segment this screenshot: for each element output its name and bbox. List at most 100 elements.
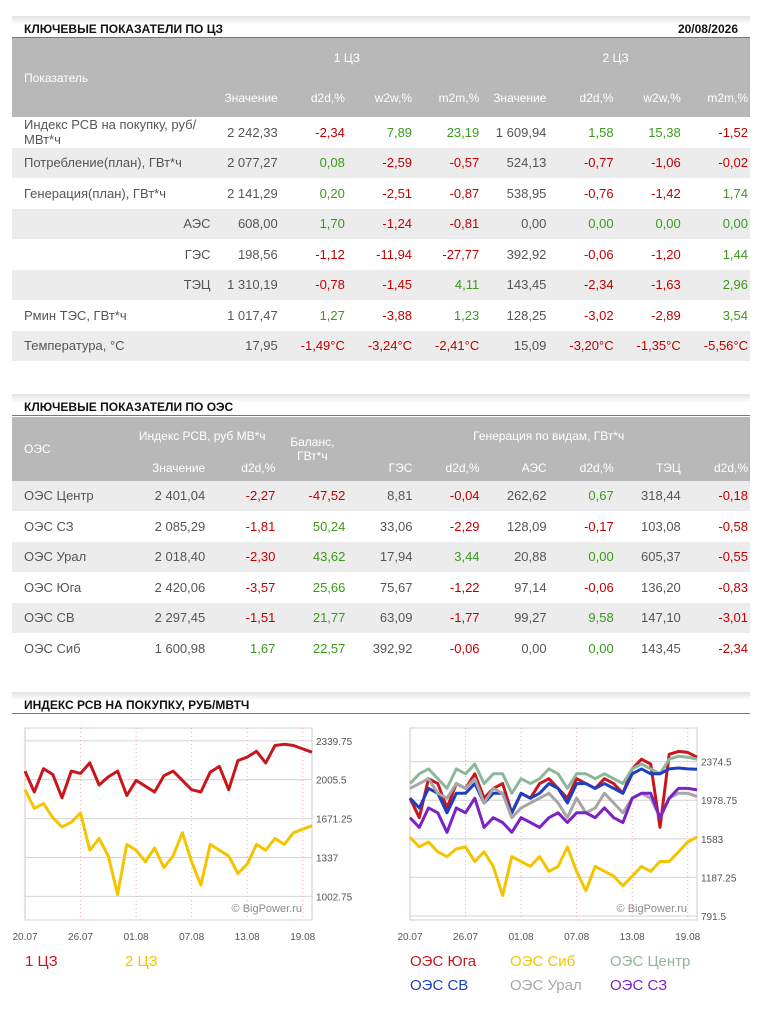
cell-value: 2 242,33 [212, 117, 280, 148]
table-row: ОЭС Урал 2 018,40 -2,30 43,62 17,94 3,44 20,88… [12, 541, 750, 573]
column-header: АЭС [481, 455, 549, 481]
legend-entry: ОЭС Юга [410, 953, 477, 970]
cell-value: -1,24 [346, 208, 415, 240]
column-header: d2d,% [207, 455, 278, 481]
cell-value: 1,70 [279, 208, 347, 240]
legend-entry: 1 ЦЗ [25, 953, 58, 970]
column-header: Значение [212, 78, 280, 117]
cell-value: 33,06 [347, 511, 415, 542]
cell-value: -2,30 [207, 541, 278, 573]
legend-entry: ОЭС СВ [410, 977, 468, 994]
cell-value: 7,89 [346, 117, 415, 148]
row-label: ОЭС Юга [12, 572, 128, 603]
x-tick-label: 13.08 [620, 932, 645, 943]
table-row: ОЭС СЗ 2 085,29 -1,81 50,24 33,06 -2,29 128,09… [12, 511, 750, 542]
series-line [408, 766, 698, 815]
cell-value: -3,24°C [346, 330, 415, 362]
cell-value: -2,34 [279, 117, 347, 148]
cell-value: -5,56°C [682, 330, 750, 362]
cell-value: 0,67 [548, 481, 616, 512]
cell-value: -0,18 [682, 481, 750, 512]
thead: ОЭС Индекс РСВ, руб МВ*ч Баланс, ГВт*ч Гене… [12, 417, 750, 481]
x-tick-label: 19.08 [290, 932, 315, 943]
title-text: ИНДЕКС РСВ НА ПОКУПКУ, РУБ/МВТЧ [24, 698, 250, 712]
header-row: Значение d2d,% ГЭС d2d,% АЭС d2d,% ТЭЦ d2d,% [12, 455, 750, 481]
cell-value: 43,62 [277, 541, 348, 573]
legend-entry: 2 ЦЗ [125, 953, 158, 970]
cell-value: 392,92 [481, 239, 549, 270]
table-row: Рмин ТЭС, ГВт*ч 1 017,47 1,27 -3,88 1,23 128,… [12, 300, 750, 331]
cell-value: -47,52 [277, 481, 348, 512]
cell-value: -0,17 [548, 511, 616, 542]
section-title: КЛЮЧЕВЫЕ ПОКАЗАТЕЛИ ПО ЦЗ 20/08/2026 [12, 16, 750, 38]
cell-value: 20,88 [481, 541, 549, 573]
cell-value: 143,45 [481, 269, 549, 301]
column-header: d2d,% [682, 455, 750, 481]
cell-value: 1,44 [682, 239, 750, 270]
cell-value: 538,95 [481, 178, 549, 209]
table-row: ОЭС Центр 2 401,04 -2,27 -47,52 8,81 -0,04 262… [12, 481, 750, 512]
table-row: ОЭС Сиб 1 600,98 1,67 22,57 392,92 -0,06 0,00 0… [12, 633, 750, 664]
series-line [408, 754, 698, 795]
column-header: d2d,% [548, 455, 616, 481]
cell-value: 198,56 [212, 239, 280, 270]
cell-value: 0,20 [279, 178, 347, 209]
cell-value: 3,44 [414, 541, 482, 573]
column-header: w2w,% [615, 78, 683, 117]
cell-value: -0,06 [414, 633, 482, 664]
x-tick-label: 26.07 [68, 932, 93, 943]
row-label: ОЭС Сиб [12, 633, 128, 664]
cell-value: -0,76 [548, 178, 616, 209]
x-tick-label: 13.08 [235, 932, 260, 943]
series-line [409, 777, 698, 820]
table-row: Индекс РСВ на покупку, руб/МВт*ч 2 242,33… [12, 117, 750, 148]
cell-value: -2,51 [346, 178, 415, 209]
x-tick-label: 01.08 [509, 932, 534, 943]
charts: 2339.75 2005.5 1671.25 1337 1002.75 20.07 26.0… [12, 727, 738, 994]
cell-value: 23,19 [414, 117, 482, 148]
cell-value: 15,38 [615, 117, 683, 148]
y-tick-label: 1337 [316, 854, 339, 865]
series-line [408, 835, 698, 898]
cell-value: -1,42 [615, 178, 683, 209]
cell-value: 4,11 [414, 269, 482, 301]
cell-value: -0,55 [682, 541, 750, 573]
cell-value: -0,81 [414, 208, 482, 240]
cell-value: -0,78 [279, 269, 347, 301]
thead: Показатель 1 ЦЗ 2 ЦЗ Значение d2d,% w2w,% m2m,… [12, 38, 750, 117]
cell-value: 128,25 [481, 300, 549, 331]
cell-value: -0,83 [682, 572, 750, 603]
cell-value: 262,62 [481, 481, 549, 512]
header-row: Значение d2d,% w2w,% m2m,% Значение d2d,% w2w,… [12, 78, 750, 117]
table-row: ГЭС 198,56 -1,12 -11,94 -27,77 392,92 -0,06 -1,… [12, 239, 750, 270]
cell-value: 605,37 [615, 541, 683, 573]
cell-value: 2 018,40 [127, 541, 208, 573]
cell-value: 2 297,45 [127, 602, 208, 634]
cell-value: 1,58 [548, 117, 616, 148]
cell-value: -1,22 [414, 572, 482, 603]
cell-value: 63,09 [347, 602, 415, 634]
cell-value: 128,09 [481, 511, 549, 542]
row-label: Индекс РСВ на покупку, руб/МВт*ч [12, 117, 213, 148]
series-line [408, 786, 698, 834]
cell-value: -1,63 [615, 269, 683, 301]
cell-value: 0,00 [548, 208, 616, 240]
title-text: КЛЮЧЕВЫЕ ПОКАЗАТЕЛИ ПО ЦЗ [24, 22, 223, 36]
tbody: Индекс РСВ на покупку, руб/МВт*ч 2 242,33… [12, 117, 750, 362]
cell-value: -1,12 [279, 239, 347, 270]
x-tick-label: 20.07 [397, 932, 422, 943]
cell-value: 9,58 [548, 602, 616, 634]
cell-value: 0,00 [682, 208, 750, 240]
cell-value: 8,81 [347, 481, 415, 512]
cell-value: 0,00 [481, 208, 549, 240]
cell-value: -0,04 [414, 481, 482, 512]
cell-value: -1,20 [615, 239, 683, 270]
cell-value: -1,51 [207, 602, 278, 634]
header-cell: ОЭС [12, 417, 128, 481]
cell-value: -1,52 [682, 117, 750, 148]
y-tick-label: 2005.5 [316, 776, 347, 787]
cell-value: -0,06 [548, 572, 616, 603]
group-header: Генерация по видам, ГВт*ч [347, 417, 750, 455]
cell-value: -2,59 [346, 147, 415, 179]
